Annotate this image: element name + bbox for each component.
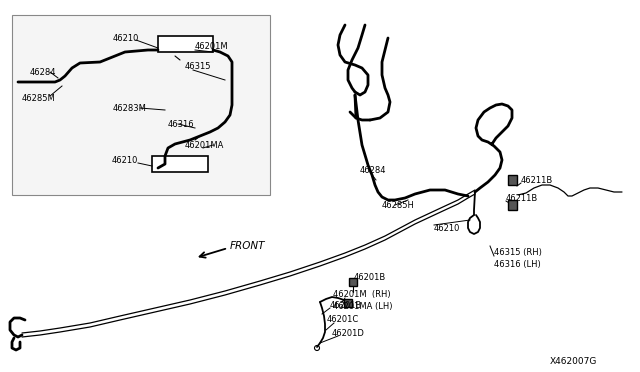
Bar	[152, 156, 208, 172]
Text: 46285M: 46285M	[22, 93, 56, 103]
Text: 46315 (RH): 46315 (RH)	[494, 248, 542, 257]
Bar	[158, 36, 213, 52]
Text: 46284: 46284	[30, 67, 56, 77]
Text: 46201B: 46201B	[354, 273, 387, 282]
Text: 46201MA: 46201MA	[185, 141, 225, 150]
Text: 46285H: 46285H	[382, 201, 415, 209]
Text: 46284: 46284	[360, 166, 387, 174]
Text: 46211B: 46211B	[521, 176, 553, 185]
Text: 46201C: 46201C	[327, 315, 359, 324]
Text: 46201B: 46201B	[330, 301, 362, 310]
Text: 46210: 46210	[434, 224, 460, 232]
Text: 46201M: 46201M	[195, 42, 228, 51]
Text: 46201M  (RH): 46201M (RH)	[333, 291, 390, 299]
Text: 46316: 46316	[168, 119, 195, 128]
Text: 46315: 46315	[185, 61, 211, 71]
Text: 46201MA (LH): 46201MA (LH)	[333, 301, 392, 311]
Bar	[349, 278, 357, 286]
Bar	[508, 200, 517, 210]
Text: X462007G: X462007G	[550, 357, 597, 366]
Text: FRONT: FRONT	[230, 241, 266, 251]
Bar	[508, 175, 517, 185]
Text: 46283M: 46283M	[113, 103, 147, 112]
Text: 46201D: 46201D	[332, 328, 365, 337]
Bar	[344, 299, 352, 307]
Text: 46211B: 46211B	[506, 193, 538, 202]
Bar	[12, 15, 270, 195]
Text: 46210: 46210	[113, 33, 140, 42]
Text: 46210: 46210	[112, 155, 138, 164]
Text: 46316 (LH): 46316 (LH)	[494, 260, 541, 269]
